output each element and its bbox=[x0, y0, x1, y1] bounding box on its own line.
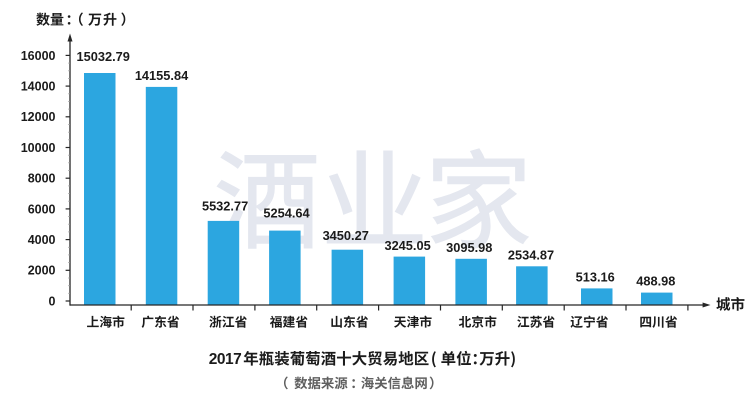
svg-text:2534.87: 2534.87 bbox=[508, 247, 554, 262]
svg-text:3245.05: 3245.05 bbox=[384, 238, 430, 253]
svg-text:5254.64: 5254.64 bbox=[263, 206, 310, 221]
svg-text:2017: 2017 bbox=[209, 351, 241, 368]
svg-text:0: 0 bbox=[49, 294, 56, 308]
svg-text:8000: 8000 bbox=[28, 172, 56, 186]
svg-text:10000: 10000 bbox=[21, 141, 56, 155]
svg-text:16000: 16000 bbox=[21, 49, 56, 63]
svg-text:14000: 14000 bbox=[21, 80, 56, 94]
svg-text:3450.27: 3450.27 bbox=[323, 228, 369, 243]
svg-text:4000: 4000 bbox=[28, 233, 56, 247]
svg-text:14155.84: 14155.84 bbox=[135, 68, 189, 83]
svg-text:3095.98: 3095.98 bbox=[446, 240, 492, 255]
svg-text:513.16: 513.16 bbox=[576, 270, 615, 285]
svg-text:15032.79: 15032.79 bbox=[77, 49, 130, 64]
svg-text:6000: 6000 bbox=[28, 202, 56, 216]
svg-text:5532.77: 5532.77 bbox=[202, 199, 248, 214]
svg-text:488.98: 488.98 bbox=[636, 274, 675, 289]
svg-text:2000: 2000 bbox=[28, 264, 56, 278]
svg-text:12000: 12000 bbox=[21, 110, 56, 124]
